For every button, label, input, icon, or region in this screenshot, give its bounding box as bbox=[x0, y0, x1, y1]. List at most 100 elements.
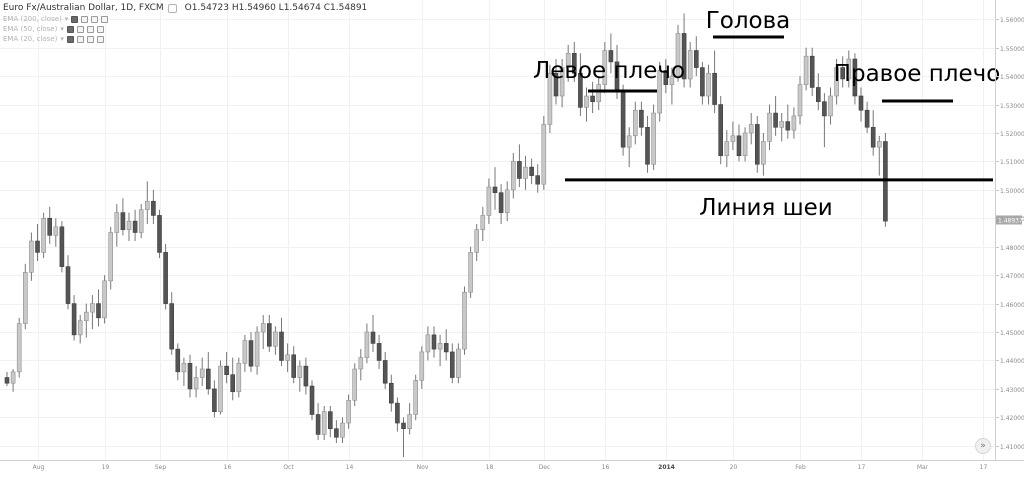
eye-icon[interactable] bbox=[66, 25, 74, 33]
chart-legend: Euro Fx/Australian Dollar, 1D, FXCM O1.5… bbox=[3, 3, 367, 43]
candle bbox=[145, 181, 150, 224]
x-tick-label: Sep bbox=[155, 464, 167, 471]
settings-gear-icon[interactable] bbox=[167, 3, 177, 13]
candle bbox=[535, 164, 541, 193]
candle bbox=[279, 317, 284, 367]
candle-body-down bbox=[718, 104, 724, 157]
candle bbox=[41, 212, 46, 259]
candle-body-up bbox=[364, 331, 370, 358]
settings-icon[interactable] bbox=[76, 25, 84, 33]
candle bbox=[96, 289, 101, 327]
candle-body-up bbox=[626, 135, 632, 148]
y-tick-label: 1.47000 bbox=[1000, 273, 1024, 280]
candle bbox=[449, 343, 455, 384]
candle bbox=[10, 369, 16, 392]
candle-body-down bbox=[529, 166, 534, 176]
candle bbox=[779, 113, 785, 142]
candle bbox=[236, 357, 242, 398]
candle-body-up bbox=[791, 115, 797, 131]
chevron-down-icon[interactable]: ▾ bbox=[60, 35, 64, 43]
candle-body-down bbox=[645, 126, 650, 165]
candle bbox=[571, 41, 577, 82]
indicator-row-ema20[interactable]: EMA (20, close) ▾ bbox=[3, 35, 367, 43]
close-icon[interactable] bbox=[86, 25, 94, 33]
scroll-to-realtime-button[interactable]: » bbox=[975, 438, 991, 454]
candle bbox=[791, 107, 797, 139]
candle bbox=[626, 127, 632, 168]
candle-body-down bbox=[431, 334, 437, 350]
candle bbox=[602, 41, 608, 94]
candle bbox=[645, 115, 650, 173]
candle bbox=[132, 209, 138, 242]
candle-body-up bbox=[437, 343, 443, 350]
candle bbox=[181, 357, 187, 387]
candle bbox=[413, 374, 419, 421]
candle-body-up bbox=[462, 291, 467, 350]
x-tick-label: Oct bbox=[283, 464, 294, 471]
candle bbox=[358, 349, 364, 381]
settings-icon[interactable] bbox=[76, 35, 84, 43]
candle bbox=[620, 84, 626, 156]
y-tick-label: 1.52000 bbox=[1000, 131, 1024, 138]
indicator-row-ema50[interactable]: EMA (50, close) ▾ bbox=[3, 25, 367, 33]
settings-icon[interactable] bbox=[81, 15, 89, 23]
y-tick-label: 1.48000 bbox=[1000, 245, 1024, 252]
y-tick-label: 1.41000 bbox=[1000, 444, 1024, 451]
candle-body-down bbox=[157, 215, 162, 253]
eye-icon[interactable] bbox=[71, 15, 79, 23]
candle bbox=[608, 33, 614, 74]
candle bbox=[840, 56, 846, 88]
indicator-label: EMA (200, close) bbox=[3, 15, 62, 23]
candle-body-down bbox=[822, 101, 827, 117]
candle bbox=[212, 380, 217, 418]
candle bbox=[431, 326, 437, 358]
x-tick-label: 19 bbox=[102, 464, 110, 471]
candle bbox=[114, 204, 120, 247]
candle bbox=[370, 314, 376, 352]
candle-body-down bbox=[212, 388, 217, 412]
candle-body-up bbox=[425, 334, 431, 353]
x-tick-label: 17 bbox=[858, 464, 866, 471]
candle bbox=[199, 357, 205, 387]
candle bbox=[16, 317, 22, 378]
candle-body-down bbox=[96, 303, 101, 319]
candle-body-up bbox=[706, 72, 711, 97]
pattern-annotations: Левое плечо Голова Правое плечо Линия шеи bbox=[533, 8, 1000, 221]
candle bbox=[340, 417, 345, 443]
candle-body-up bbox=[41, 217, 46, 253]
close-icon[interactable] bbox=[86, 35, 94, 43]
eye-icon[interactable] bbox=[66, 35, 74, 43]
candle-body-up bbox=[761, 141, 766, 165]
candle bbox=[529, 158, 534, 185]
candle bbox=[828, 87, 833, 125]
chevron-down-icon[interactable]: ▾ bbox=[60, 25, 64, 33]
candle bbox=[376, 334, 382, 369]
candle bbox=[382, 351, 388, 389]
candle bbox=[84, 303, 89, 338]
candle-body-up bbox=[803, 55, 809, 85]
candle-body-down bbox=[809, 55, 815, 88]
more-icon[interactable] bbox=[96, 25, 104, 33]
y-tick-label: 1.55000 bbox=[1000, 46, 1024, 53]
indicator-row-ema200[interactable]: EMA (200, close) ▾ bbox=[3, 15, 367, 23]
candle bbox=[651, 104, 656, 170]
candle-body-down bbox=[864, 109, 870, 128]
candle bbox=[193, 366, 199, 398]
candle-body-down bbox=[163, 252, 168, 304]
more-icon[interactable] bbox=[96, 35, 104, 43]
chevron-down-icon[interactable]: ▾ bbox=[64, 15, 69, 23]
more-icon[interactable] bbox=[101, 15, 109, 23]
candle-body-down bbox=[401, 422, 406, 430]
candle bbox=[797, 76, 803, 125]
candle-body-up bbox=[321, 411, 327, 435]
candle bbox=[90, 295, 95, 330]
candle-body-up bbox=[828, 95, 833, 117]
candle bbox=[443, 329, 449, 361]
y-tick-label: 1.44000 bbox=[1000, 358, 1024, 365]
close-icon[interactable] bbox=[91, 15, 99, 23]
candle-body-down bbox=[315, 414, 321, 435]
candle-body-down bbox=[132, 220, 138, 233]
